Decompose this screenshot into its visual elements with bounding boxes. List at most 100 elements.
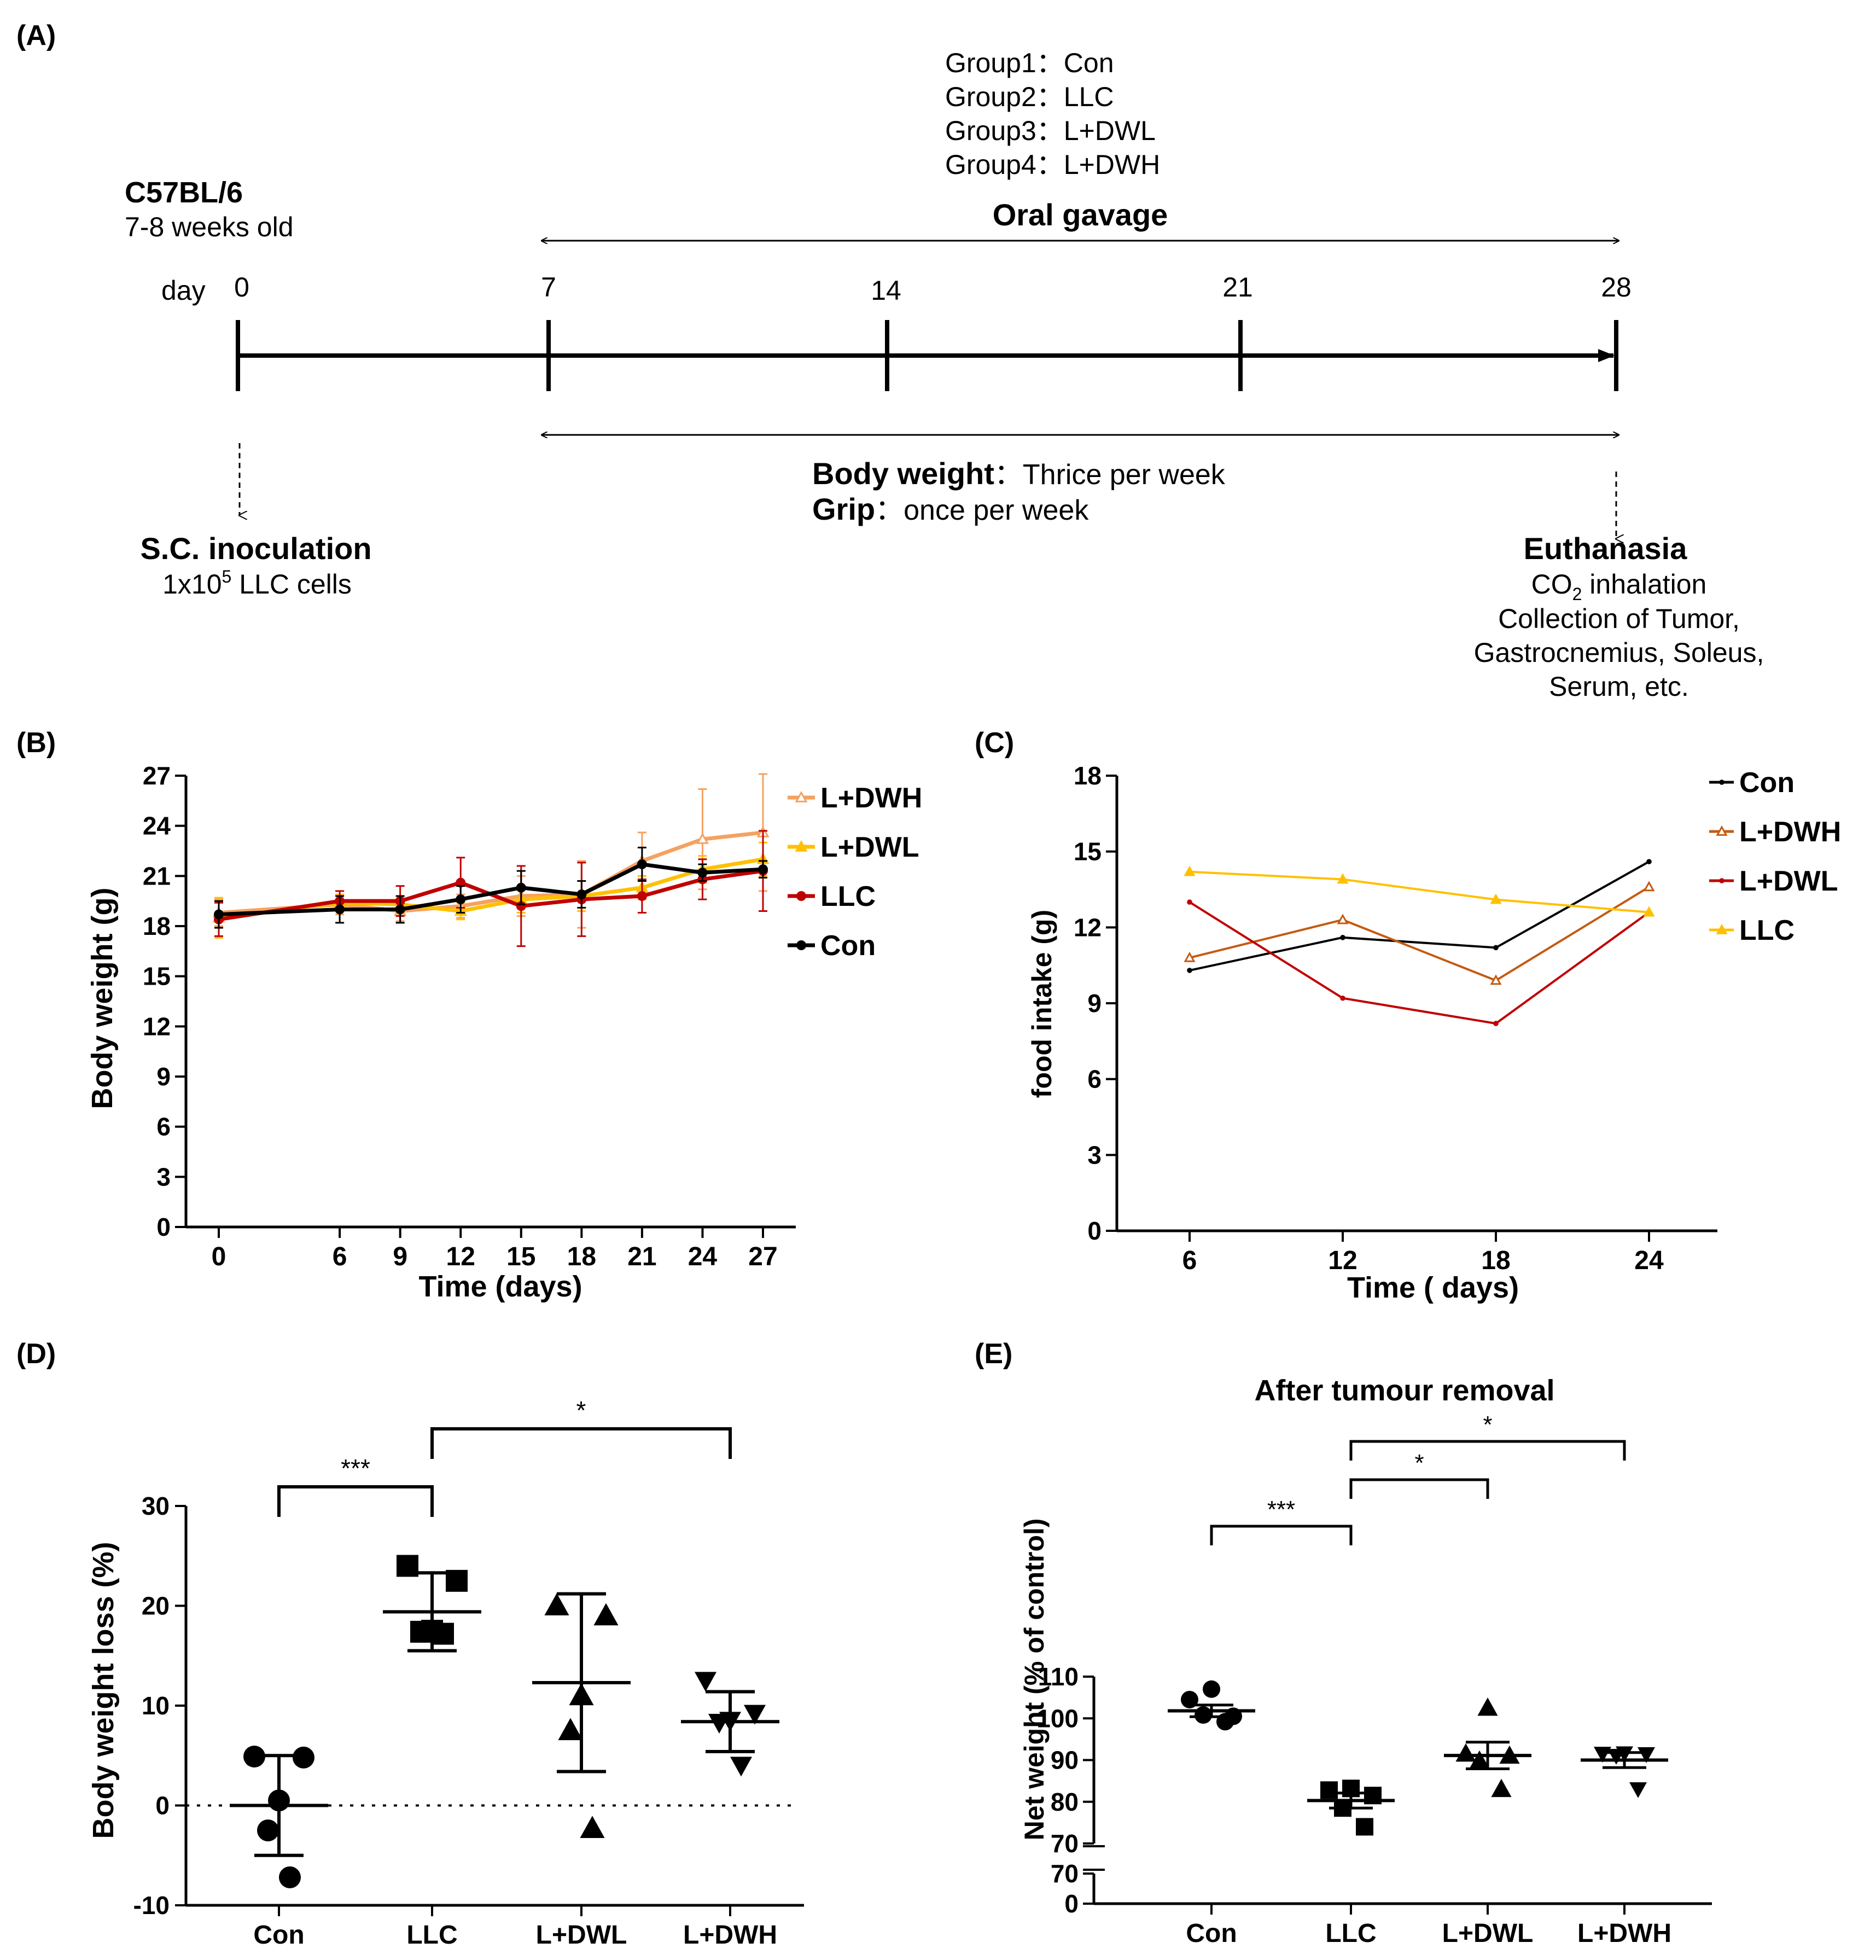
panel-d-ytick-label: 30 xyxy=(142,1492,170,1520)
panel-e-ytick-label: 110 xyxy=(1038,1662,1079,1691)
panel-c-point-l-dwl xyxy=(1187,899,1192,905)
panel-e-point-l-dwh xyxy=(1629,1782,1647,1798)
panel-b-legend-marker xyxy=(796,891,806,901)
group-3-label: Group3：L+DWL xyxy=(945,115,1156,146)
group-2-label: Group2：LLC xyxy=(945,82,1114,112)
panel-b-xtick-label: 6 xyxy=(333,1242,347,1271)
inoculation-title: S.C. inoculation xyxy=(140,531,371,566)
panel-a-label: (A) xyxy=(16,20,56,51)
panel-b-legend-label-con: Con xyxy=(820,930,876,962)
panel-c: (C) food intake (g) Time ( days) 0 3 6 9 12 1… xyxy=(975,727,1841,1304)
panel-e-point-l-dwl xyxy=(1455,1743,1476,1762)
panel-b-xlabel: Time (days) xyxy=(418,1270,582,1303)
panel-b-xtick-label: 21 xyxy=(627,1242,656,1271)
panel-c-ytick-label: 18 xyxy=(1074,761,1102,790)
panel-d-xtick-label-l-dwh: L+DWH xyxy=(683,1921,777,1950)
panel-c-point-llc xyxy=(1337,873,1349,884)
panel-e-sig-bracket xyxy=(1210,1525,1353,1545)
group-4-label: Group4：L+DWH xyxy=(945,149,1160,180)
panel-c-ytick-label: 3 xyxy=(1087,1141,1102,1169)
panel-c-point-l-dwh xyxy=(1490,974,1502,985)
panel-c-point-l-dwh xyxy=(1337,914,1349,924)
panel-e-point-llc xyxy=(1320,1781,1338,1799)
panel-b-ytick-label: 9 xyxy=(156,1062,171,1091)
panel-e-label: (E) xyxy=(975,1338,1012,1370)
panel-b-point-llc xyxy=(456,877,466,888)
panel-c-point-llc xyxy=(1184,865,1196,876)
panel-d: (D) Body weight loss (%) -10 0 10 20 30 Con LL… xyxy=(16,1338,804,1950)
panel-b-ytick-label: 18 xyxy=(143,912,171,940)
panel-e-ytick-label: 80 xyxy=(1051,1788,1079,1816)
panel-e-ylabel: Net weight (% of control) xyxy=(1019,1519,1050,1841)
panel-b-point-con xyxy=(456,894,466,905)
panel-e-ytick-label-lower: 70 xyxy=(1051,1859,1079,1888)
grip-frequency: ：once per week xyxy=(875,495,1089,526)
panel-b-legend-label-l-dwl: L+DWL xyxy=(820,831,919,863)
panel-e-xtick-label-llc: LLC xyxy=(1325,1919,1376,1948)
panel-d-ylabel: Body weight loss (%) xyxy=(87,1542,120,1839)
panel-c-point-con xyxy=(1646,859,1652,864)
panel-e-xtick-label-con: Con xyxy=(1186,1919,1237,1948)
panel-c-legend-marker xyxy=(1719,878,1724,883)
collection-line-1: Collection of Tumor, xyxy=(1498,603,1740,634)
body-weight-schedule: Body weight：Thrice per week xyxy=(812,456,1226,491)
inoculation-suffix: LLC cells xyxy=(231,569,352,600)
panel-b-ytick-label: 21 xyxy=(143,862,171,890)
panel-c-xtick-label: 18 xyxy=(1481,1246,1510,1275)
panel-d-point-con xyxy=(279,1866,301,1888)
panel-d-ytick-label: 10 xyxy=(142,1691,170,1720)
panel-d-xtick-label-con: Con xyxy=(253,1921,304,1950)
panel-d-point-con xyxy=(257,1819,279,1842)
panel-c-ytick-label: 6 xyxy=(1087,1065,1102,1094)
panel-d-sig-label: *** xyxy=(341,1454,370,1482)
panel-d-sig-bracket xyxy=(277,1485,434,1517)
panel-c-point-l-dwh xyxy=(1184,951,1196,962)
panel-d-point-con xyxy=(293,1746,314,1769)
euthanasia-title: Euthanasia xyxy=(1524,531,1688,566)
collection-line-2: Gastrocnemius, Soleus, xyxy=(1474,637,1764,668)
panel-e-point-llc xyxy=(1356,1818,1373,1836)
grip-title: Grip xyxy=(812,492,875,526)
panel-b-legend-label-llc: LLC xyxy=(820,881,876,912)
panel-b-legend-marker xyxy=(795,840,808,852)
panel-b-xtick-label: 27 xyxy=(748,1242,777,1271)
panel-d-point-l-dwl xyxy=(558,1718,583,1741)
panel-d-point-l-dwl xyxy=(580,1816,605,1838)
body-weight-title: Body weight xyxy=(812,456,994,491)
panel-e-ytick-label: 70 xyxy=(1051,1829,1079,1858)
day-7-label: 7 xyxy=(541,272,556,303)
panel-c-point-con xyxy=(1340,935,1345,940)
panel-b-ytick-label: 24 xyxy=(143,812,171,840)
age-label: 7-8 weeks old xyxy=(125,212,294,242)
panel-b-ytick-label: 0 xyxy=(156,1213,171,1241)
strain-label: C57BL/6 xyxy=(125,176,243,209)
panel-c-ylabel: food intake (g) xyxy=(1027,910,1057,1098)
panel-d-xtick-label-llc: LLC xyxy=(406,1921,457,1950)
panel-b-legend-label-l-dwh: L+DWH xyxy=(820,782,922,814)
panel-e-sig-label: * xyxy=(1414,1450,1424,1476)
panel-c-point-l-dwl xyxy=(1340,995,1345,1001)
co2-prefix: CO xyxy=(1531,569,1572,600)
panel-c-ytick-label: 9 xyxy=(1087,989,1102,1017)
panel-b-point-con xyxy=(516,882,526,893)
panel-c-line-l-dwl xyxy=(1188,901,1650,1025)
panel-b-xtick-label: 12 xyxy=(446,1242,475,1271)
panel-c-line-l-dwh xyxy=(1189,886,1650,982)
panel-c-legend-marker xyxy=(1716,923,1728,934)
panel-d-point-l-dwl xyxy=(593,1603,619,1626)
panel-d-ytick-label: -10 xyxy=(133,1891,170,1920)
panel-e-point-con xyxy=(1203,1680,1220,1698)
panel-b-point-con xyxy=(758,864,768,875)
panel-b-ytick-label: 15 xyxy=(143,962,171,991)
panel-c-legend-label-con: Con xyxy=(1739,767,1795,799)
panel-d-sig-label: * xyxy=(576,1396,586,1424)
panel-b-ytick-label: 12 xyxy=(143,1012,171,1040)
panel-c-ytick-label: 0 xyxy=(1087,1217,1102,1245)
panel-b-xtick-label: 24 xyxy=(688,1242,718,1271)
panel-b-ytick-label: 6 xyxy=(156,1113,171,1141)
panel-e: (E) After tumour removal Net weight (% o… xyxy=(975,1338,1712,1948)
panel-c-label: (C) xyxy=(975,727,1014,759)
panel-c-xtick-label: 6 xyxy=(1182,1246,1197,1275)
